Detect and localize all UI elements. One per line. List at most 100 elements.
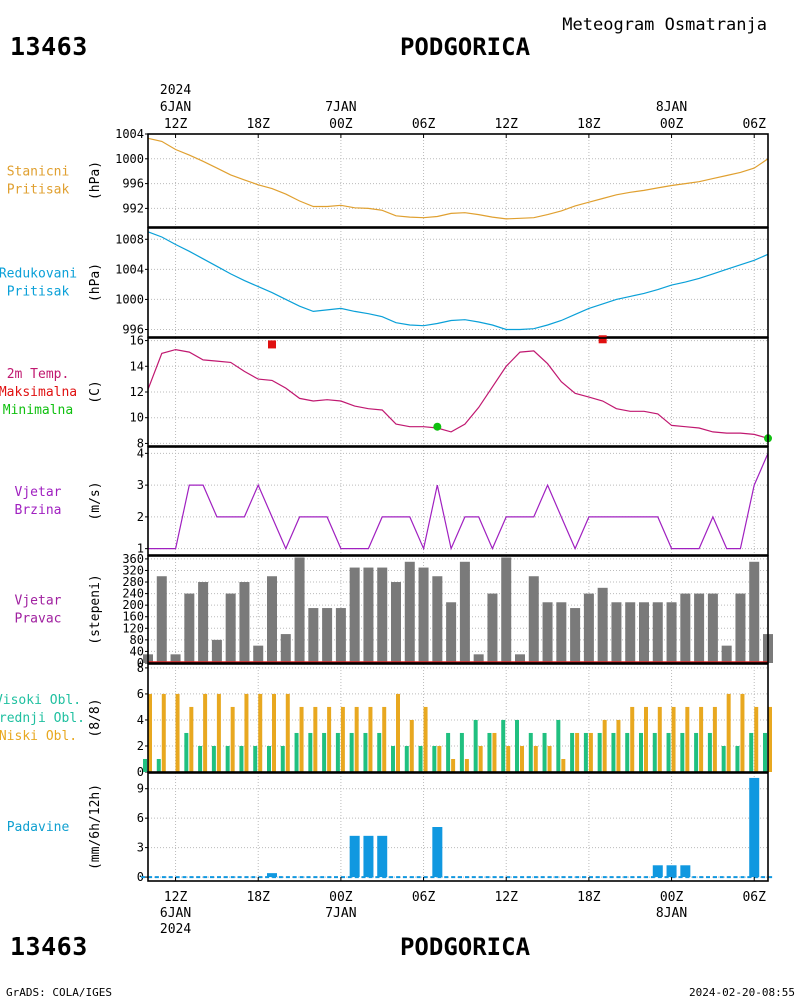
- x-tick-label-top: 7JAN: [325, 100, 356, 115]
- y-tick-label: 2: [137, 739, 144, 753]
- cloud-bar: [203, 693, 208, 772]
- wind-dir-bar: [597, 587, 608, 663]
- cloud-bar: [322, 732, 327, 772]
- y-tick-label: 4: [137, 713, 144, 727]
- panel-label: 2m Temp.: [7, 367, 70, 382]
- x-tick-label-bottom: 00Z: [660, 890, 684, 905]
- precip-bar: [349, 835, 360, 878]
- x-tick-label-bottom: 18Z: [246, 890, 270, 905]
- footer-timestamp: 2024-02-20-08:55: [689, 986, 795, 999]
- wind-dir-bar: [280, 634, 291, 663]
- wind-dir-bar: [404, 561, 415, 663]
- wind-dir-bar: [308, 608, 319, 663]
- cloud-bar: [685, 706, 690, 772]
- cloud-bar: [506, 745, 511, 772]
- panel-label: Srednji Obl.: [0, 711, 85, 726]
- x-tick-label-bottom: 8JAN: [656, 906, 687, 921]
- cloud-bar: [611, 732, 616, 772]
- panel-reduced-pressure: 996 1000 1004 1008 (hPa) Redukovani Pritisak: [0, 227, 769, 338]
- cloud-bar: [451, 758, 456, 772]
- panel-frame: [147, 337, 769, 447]
- tmax-marker: [268, 340, 276, 349]
- city-title-bottom: PODGORICA: [400, 933, 531, 961]
- series-line: [147, 348, 769, 439]
- y-tick-label: 1000: [115, 152, 144, 166]
- cloud-bar: [492, 732, 497, 772]
- cloud-bar: [294, 732, 299, 772]
- cloud-bar: [630, 706, 635, 772]
- cloud-bar: [652, 732, 657, 772]
- y-tick-label: 8: [137, 436, 144, 450]
- cloud-bar: [561, 758, 566, 772]
- axis-unit-label: (stepeni): [88, 574, 103, 644]
- wind-dir-bar: [349, 567, 360, 663]
- wind-dir-bar: [501, 557, 512, 663]
- panel-frame: [147, 227, 769, 338]
- precip-bar: [432, 827, 443, 878]
- y-tick-label: 0: [137, 656, 144, 670]
- panel-label: Pravac: [15, 612, 62, 627]
- panel-station-pressure: 992 996 1000 1004 (hPa) Stanicni Pritisak: [7, 127, 769, 228]
- cloud-bar: [143, 758, 147, 772]
- panels-layer: 99299610001004(hPa)StanicniPritisak99610…: [0, 83, 775, 937]
- y-tick-label: 14: [130, 359, 144, 373]
- cloud-bar: [749, 732, 754, 772]
- wind-dir-bar: [459, 561, 470, 663]
- y-tick-label: 4: [137, 446, 144, 460]
- cloud-bar: [699, 706, 704, 772]
- cloud-bar: [464, 758, 469, 772]
- cloud-bar: [625, 732, 630, 772]
- cloud-bar: [335, 732, 340, 772]
- wind-dir-bar: [377, 567, 388, 663]
- precip-bar: [377, 835, 388, 878]
- cloud-bar: [258, 693, 263, 772]
- tmax-marker: [598, 335, 607, 344]
- cloud-bar: [639, 732, 643, 772]
- cloud-bar: [198, 745, 203, 772]
- panel-frame: [147, 446, 769, 556]
- y-tick-label: 8: [137, 661, 144, 675]
- cloud-bar: [570, 732, 575, 772]
- x-tick-label-bottom: 06Z: [742, 890, 766, 905]
- cloud-bar: [239, 745, 244, 772]
- y-tick-label: 1008: [115, 232, 144, 246]
- wind-dir-bar: [515, 654, 525, 663]
- series-line: [147, 231, 769, 331]
- cloud-bar: [763, 732, 767, 772]
- wind-dir-bar: [335, 608, 346, 663]
- wind-dir-bar: [446, 602, 457, 663]
- cloud-bar: [520, 745, 524, 772]
- cloud-bar: [340, 706, 345, 772]
- y-tick-label: 40: [130, 644, 144, 658]
- wind-dir-bar: [253, 645, 264, 663]
- wind-dir-bar: [666, 602, 677, 663]
- cloud-bar: [556, 719, 561, 772]
- wind-dir-bar: [556, 602, 567, 663]
- cloud-bar: [280, 745, 285, 772]
- axis-unit-label: (hPa): [88, 161, 103, 200]
- x-tick-label-top: 6JAN: [160, 100, 191, 115]
- x-tick-label-top: 2024: [160, 83, 191, 98]
- wind-dir-bar: [198, 582, 209, 663]
- x-tick-label-top: 12Z: [164, 117, 188, 132]
- cloud-bar: [644, 706, 648, 772]
- y-tick-label: 6: [137, 687, 144, 701]
- panel-label: Brzina: [15, 503, 62, 518]
- cloud-bar: [423, 706, 428, 772]
- series-line: [148, 453, 769, 551]
- panel-label: Minimalna: [3, 403, 73, 418]
- cloud-bar: [396, 693, 400, 772]
- panel-label: Pritisak: [7, 285, 70, 300]
- x-tick-label-bottom: 06Z: [412, 890, 436, 905]
- x-tick-label-bottom: 6JAN: [160, 906, 191, 921]
- x-tick-label-bottom: 12Z: [494, 890, 518, 905]
- panel-temperature: 8 10 12 14 16 (C) 2m Temp. Maksimalna Minimalna: [0, 334, 772, 450]
- cloud-bar: [671, 706, 676, 772]
- x-tick-label-top: 00Z: [329, 117, 353, 132]
- x-tick-label-bottom: 18Z: [577, 890, 601, 905]
- cloud-bar: [768, 706, 772, 772]
- panel-label: Visoki Obl.: [0, 693, 81, 708]
- cloud-bar: [391, 745, 395, 772]
- y-tick-label: 80: [130, 633, 144, 647]
